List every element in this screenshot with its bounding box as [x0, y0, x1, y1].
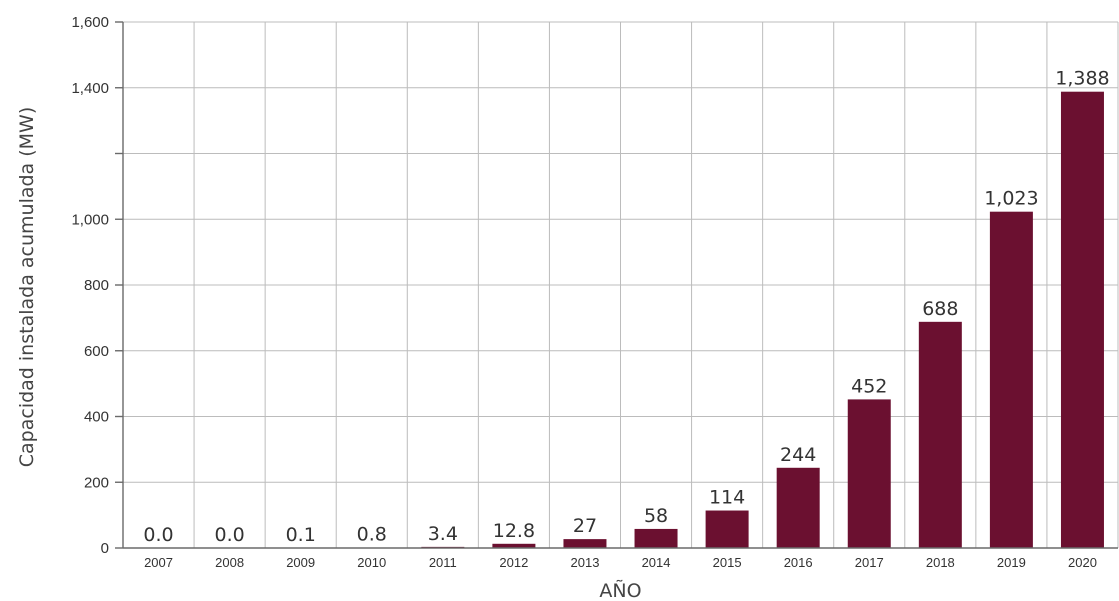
data-label: 114: [709, 487, 745, 509]
bar: [563, 539, 607, 548]
bar: [776, 467, 820, 548]
x-tick-label: 2019: [997, 555, 1026, 570]
bar: [1060, 91, 1104, 548]
data-label: 0.0: [143, 524, 173, 546]
x-tick-label: 2018: [926, 555, 955, 570]
y-tick-label: 1,400: [71, 80, 109, 97]
bar: [847, 399, 891, 548]
x-tick-label: 2014: [642, 555, 671, 570]
x-axis-ticks: 2007 2008 2009 2010 2011 2012 2013 2014 2015 2016…: [144, 555, 1097, 570]
x-tick-label: 2010: [357, 555, 386, 570]
x-tick-label: 2008: [215, 555, 244, 570]
bar: [918, 321, 962, 548]
bar: [492, 543, 536, 548]
grid: [123, 21, 1119, 548]
data-label: 3.4: [428, 523, 458, 545]
data-label: 0.0: [214, 524, 244, 546]
y-tick-label: 1,600: [71, 14, 109, 31]
bar: [634, 528, 678, 548]
data-label: 688: [922, 298, 958, 320]
x-tick-label: 2009: [286, 555, 315, 570]
data-label: 58: [644, 505, 668, 527]
data-label: 12.8: [493, 520, 535, 542]
x-tick-label: 2016: [784, 555, 813, 570]
y-tick-label: 0: [101, 540, 109, 557]
data-label: 1,388: [1055, 68, 1109, 90]
data-label: 27: [573, 515, 597, 537]
y-tick-label: 1,000: [71, 211, 109, 228]
x-tick-label: 2013: [571, 555, 600, 570]
x-tick-label: 2011: [429, 555, 457, 570]
y-axis-ticks: 0 200 400 600 800 1,000 1,400 1,600: [71, 14, 123, 557]
bar: [705, 510, 749, 548]
bar: [989, 211, 1033, 548]
y-tick-label: 600: [84, 343, 109, 360]
y-tick-label: 200: [84, 474, 109, 491]
y-tick-label: 400: [84, 409, 109, 426]
data-label: 1,023: [984, 188, 1038, 210]
data-label: 452: [851, 375, 887, 397]
data-labels: 0.0 0.0 0.1 0.8 3.4 12.8 27 58 114 244 452 688 1,023…: [143, 68, 1109, 546]
x-axis-title: AÑO: [599, 579, 641, 601]
data-label: 244: [780, 444, 816, 466]
x-tick-label: 2020: [1068, 555, 1097, 570]
data-label: 0.1: [286, 524, 316, 546]
y-tick-label: 800: [84, 277, 109, 294]
x-tick-label: 2017: [855, 555, 884, 570]
x-tick-label: 2007: [144, 555, 173, 570]
bars: [279, 91, 1104, 548]
data-label: 0.8: [357, 524, 387, 546]
x-tick-label: 2012: [499, 555, 528, 570]
x-tick-label: 2015: [713, 555, 742, 570]
y-axis-title: Capacidad instalada acumulada (MW): [16, 107, 38, 467]
